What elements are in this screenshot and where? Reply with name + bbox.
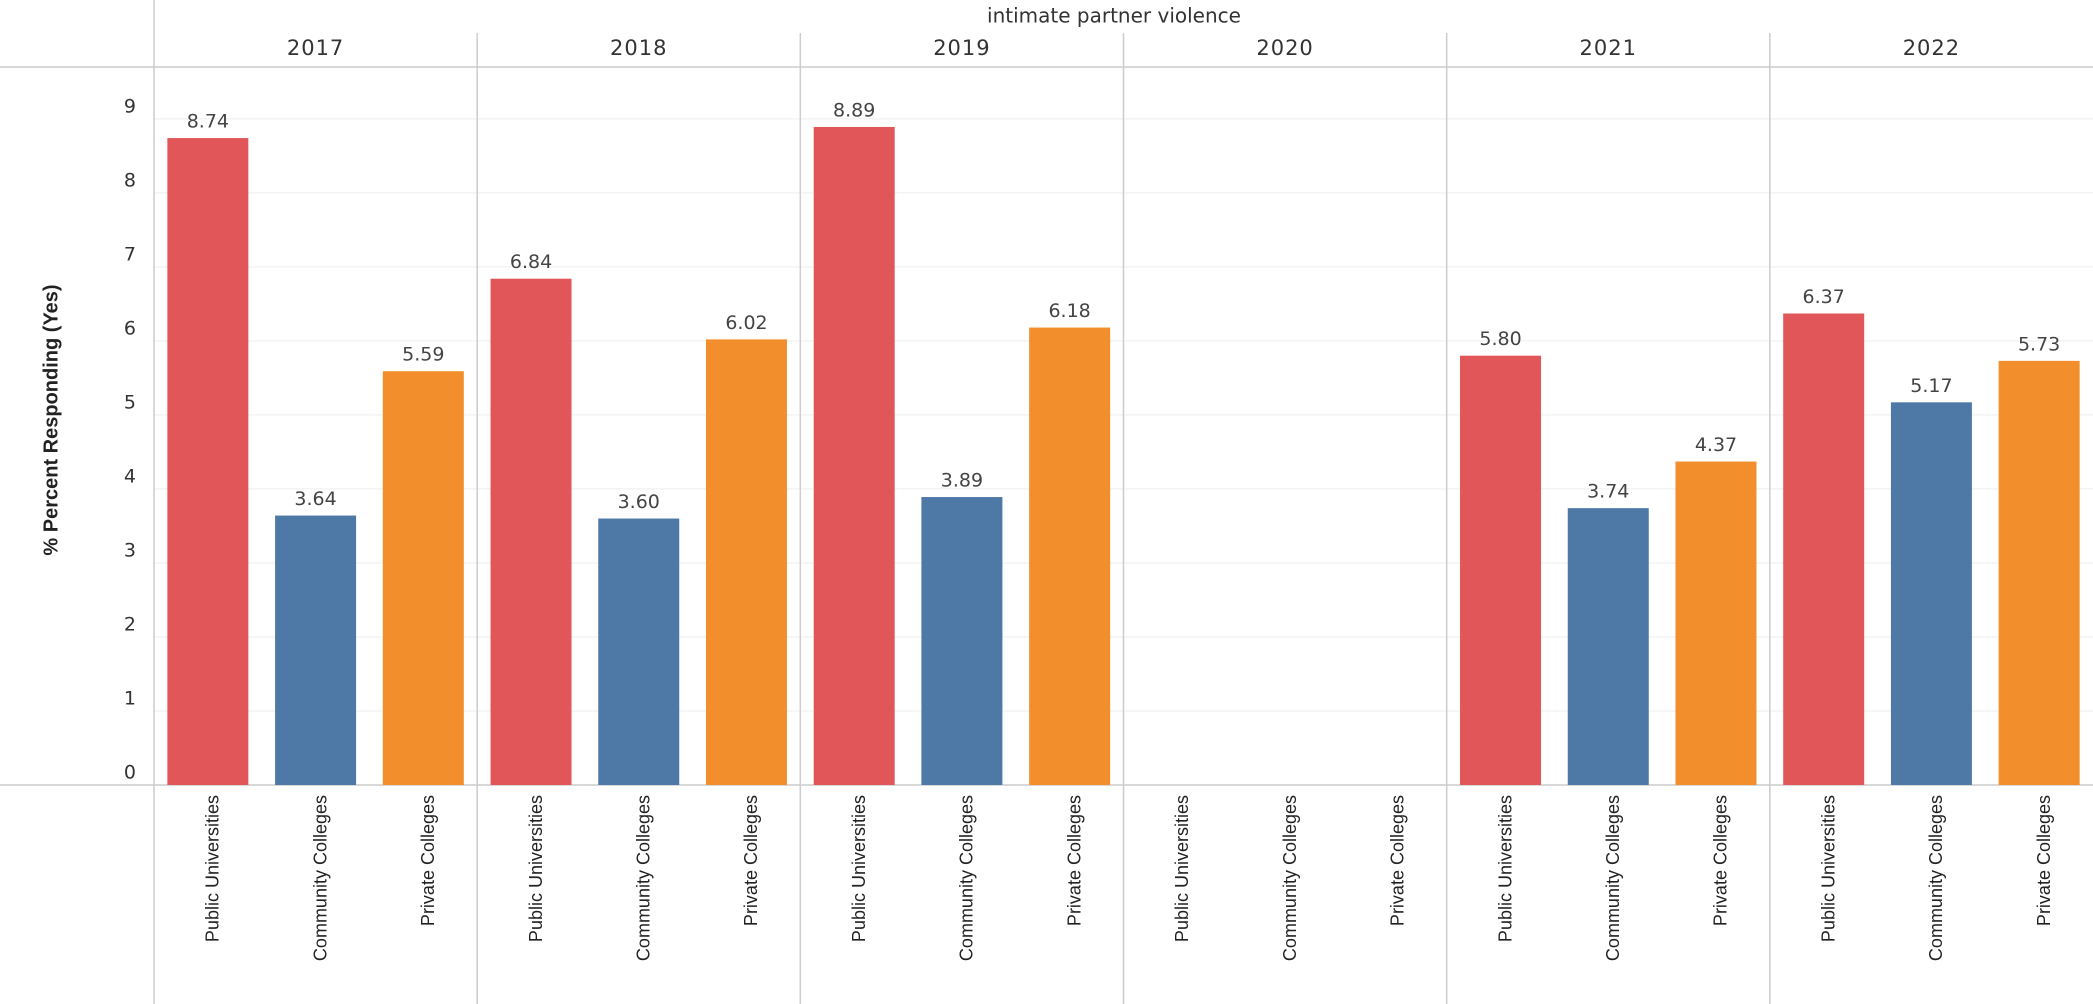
y-tick-label: 1	[124, 687, 136, 709]
chart-title: intimate partner violence	[987, 4, 1241, 28]
x-tick-label: Community Colleges	[310, 795, 330, 961]
x-tick-label: Public Universities	[849, 795, 869, 942]
bar	[167, 138, 249, 785]
x-tick-label: Private Colleges	[1711, 795, 1731, 926]
group-label: 2019	[933, 36, 990, 60]
bar	[382, 371, 464, 785]
y-tick-label: 9	[124, 95, 136, 117]
x-tick-label: Private Colleges	[1064, 795, 1084, 926]
y-tick-label: 8	[124, 169, 136, 191]
group-label: 2021	[1580, 36, 1637, 60]
bar	[275, 515, 357, 785]
data-label: 3.74	[1587, 481, 1629, 503]
data-label: 6.18	[1048, 300, 1090, 322]
data-label: 3.64	[294, 488, 336, 510]
bar	[813, 126, 895, 785]
data-label: 5.59	[402, 344, 444, 366]
group-label: 2020	[1256, 36, 1313, 60]
bar	[490, 278, 572, 785]
bar	[1675, 461, 1757, 785]
x-tick-label: Community Colleges	[634, 795, 654, 961]
group-label: 2018	[610, 36, 667, 60]
y-tick-label: 0	[124, 762, 136, 784]
data-label: 4.37	[1695, 434, 1737, 456]
data-label: 3.60	[618, 491, 660, 513]
group-label: 2022	[1903, 36, 1960, 60]
bar	[1998, 360, 2080, 785]
y-axis-label: % Percent Responding (Yes)	[40, 284, 62, 555]
data-label: 8.74	[187, 111, 229, 133]
x-tick-label: Public Universities	[1172, 795, 1192, 942]
data-label: 5.73	[2018, 333, 2060, 355]
y-tick-label: 5	[124, 391, 136, 413]
y-tick-label: 6	[124, 317, 136, 339]
y-tick-label: 7	[124, 243, 136, 265]
group-label: 2017	[287, 36, 344, 60]
x-tick-label: Community Colleges	[957, 795, 977, 961]
data-label: 6.37	[1803, 286, 1845, 308]
x-tick-label: Public Universities	[203, 795, 223, 942]
bar	[1783, 313, 1865, 785]
bar	[1890, 402, 1972, 785]
data-label: 6.02	[725, 312, 767, 334]
x-tick-label: Community Colleges	[1926, 795, 1946, 961]
y-tick-label: 3	[124, 539, 136, 561]
data-label: 6.84	[510, 251, 552, 273]
x-tick-label: Private Colleges	[2034, 795, 2054, 926]
bar	[705, 339, 787, 785]
y-tick-label: 2	[124, 613, 136, 635]
x-tick-label: Community Colleges	[1603, 795, 1623, 961]
bar	[1460, 355, 1542, 785]
bar	[1567, 508, 1649, 785]
x-tick-label: Public Universities	[1495, 795, 1515, 942]
x-tick-label: Private Colleges	[1388, 795, 1408, 926]
y-tick-label: 4	[124, 465, 136, 487]
x-tick-label: Community Colleges	[1280, 795, 1300, 961]
data-label: 5.17	[1910, 375, 1952, 397]
x-tick-label: Private Colleges	[418, 795, 438, 926]
data-label: 5.80	[1479, 328, 1521, 350]
x-tick-label: Public Universities	[1818, 795, 1838, 942]
bar	[1029, 327, 1111, 785]
bar	[598, 518, 680, 785]
data-label: 8.89	[833, 99, 875, 121]
x-tick-label: Private Colleges	[741, 795, 761, 926]
bar	[921, 497, 1003, 785]
data-label: 3.89	[941, 470, 983, 492]
x-tick-label: Public Universities	[526, 795, 546, 942]
